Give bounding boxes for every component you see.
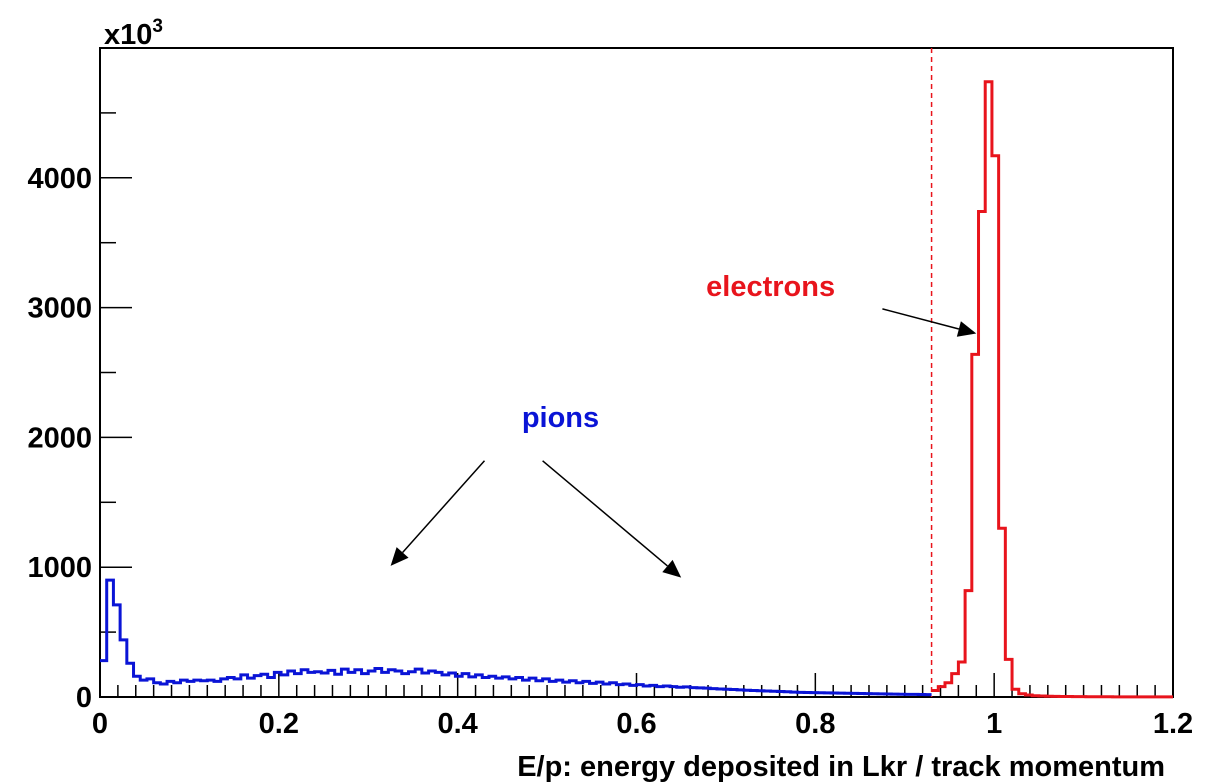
y-multiplier-base: x10	[104, 19, 152, 51]
series-line-pions	[100, 578, 932, 697]
arrow-shaft	[882, 308, 960, 330]
y-axis-ticks: 0 1000 2000 3000 4000	[27, 47, 132, 714]
arrow-head	[662, 559, 682, 578]
y-tick-label: 4000	[27, 163, 92, 195]
arrow	[542, 460, 682, 578]
annotation-electrons: electrons	[706, 271, 835, 303]
y-tick-label: 2000	[27, 422, 92, 454]
arrow-shaft	[402, 460, 486, 553]
series-group	[100, 80, 1173, 699]
x-tick-label: 1.2	[1153, 708, 1193, 740]
series-pions	[100, 578, 932, 697]
arrow	[390, 460, 486, 566]
series-electrons	[931, 80, 1173, 699]
arrow	[882, 308, 977, 337]
x-tick-label: 0.4	[438, 708, 478, 740]
x-tick-label: 1	[986, 708, 1002, 740]
series-line-electrons	[931, 80, 1173, 699]
annotation-pions: pions	[522, 402, 599, 434]
x-tick-label: 0.8	[795, 708, 835, 740]
y-tick-label: 3000	[27, 293, 92, 325]
x-tick-label: 0.6	[616, 708, 656, 740]
arrow-head	[956, 321, 977, 337]
y-multiplier-exponent: 3	[152, 16, 163, 37]
y-tick-label: 1000	[27, 552, 92, 584]
x-axis-ticks: 0 0.2 0.4 0.6 0.8 1 1.2	[92, 673, 1193, 740]
y-multiplier-label: x103	[104, 16, 163, 51]
x-tick-label: 0.2	[259, 708, 299, 740]
annotations-group: pions electrons	[522, 271, 835, 434]
plot-frame	[99, 47, 1174, 698]
x-axis-title: E/p: energy deposited in Lkr / track mom…	[517, 751, 1165, 783]
x-tick-label: 0	[92, 708, 108, 740]
arrow-shaft	[542, 460, 668, 567]
arrows-group	[390, 308, 977, 578]
y-tick-label: 0	[76, 682, 92, 714]
arrow-head	[390, 547, 409, 566]
